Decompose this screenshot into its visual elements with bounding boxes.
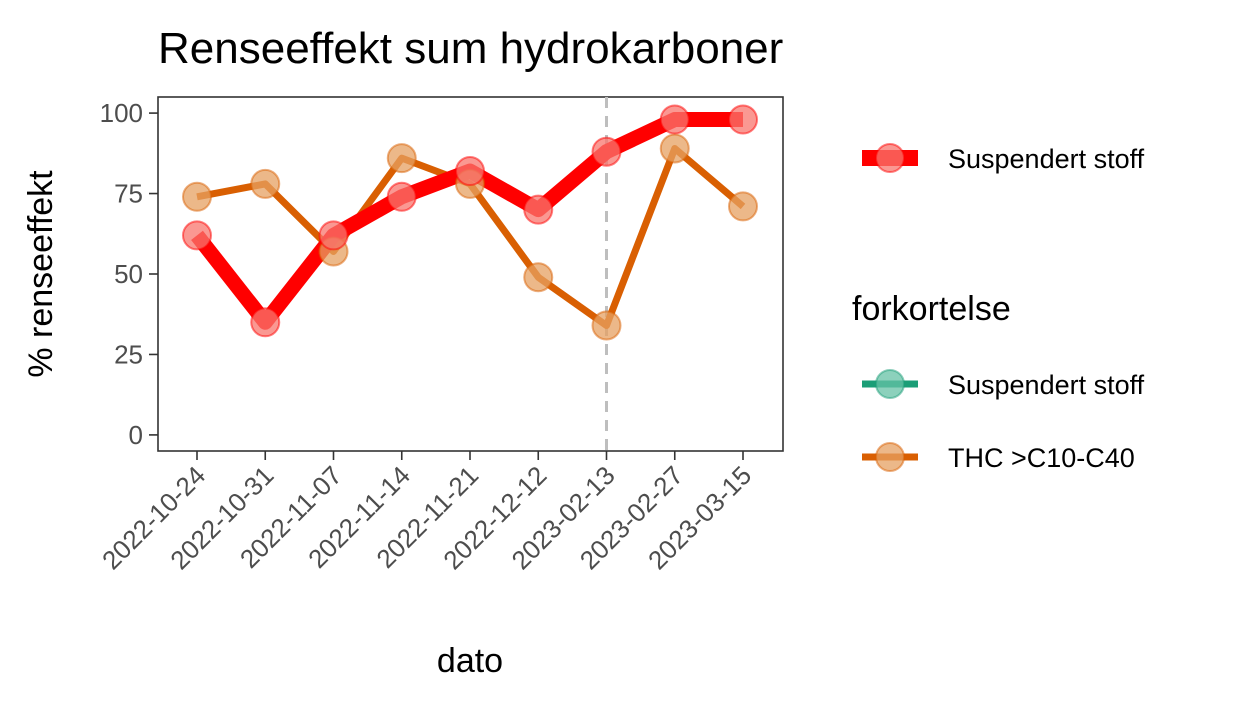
data-point-1 (659, 133, 690, 164)
data-point-1 (182, 181, 212, 212)
legend-point-1 (875, 442, 905, 472)
data-point-1 (728, 191, 758, 222)
legend-top: Suspendert stoff (862, 143, 1145, 174)
y-axis-title: % renseeffekt (22, 170, 60, 378)
data-point-0 (523, 194, 554, 225)
legend-label-top: Suspendert stoff (948, 144, 1145, 174)
data-point-1 (250, 168, 281, 199)
data-point-0 (182, 220, 212, 251)
legend-label-0: Suspendert stoff (948, 370, 1145, 400)
data-point-0 (591, 136, 622, 167)
data-point-0 (250, 307, 281, 338)
y-tick-label: 25 (114, 339, 143, 369)
y-tick-label: 0 (129, 420, 143, 450)
y-tick-label: 100 (100, 98, 143, 128)
legend-title: forkortelse (852, 290, 1011, 328)
data-point-1 (386, 143, 417, 174)
data-point-0 (455, 156, 485, 187)
data-point-0 (659, 104, 690, 135)
data-point-0 (318, 220, 349, 251)
y-tick-label: 75 (114, 179, 143, 209)
data-point-1 (591, 310, 622, 341)
legend: Suspendert stoff THC >C10-C40 (862, 369, 1145, 473)
x-axis-title: dato (437, 642, 503, 680)
legend-label-1: THC >C10-C40 (948, 443, 1135, 473)
legend-point-0 (875, 369, 905, 399)
data-point-0 (386, 181, 417, 212)
data-point-0 (728, 104, 758, 135)
y-tick-label: 50 (114, 259, 143, 289)
data-point-1 (523, 262, 554, 293)
chart-title: Renseeffekt sum hydrokarboner (158, 24, 783, 73)
legend-point-top (875, 143, 905, 173)
